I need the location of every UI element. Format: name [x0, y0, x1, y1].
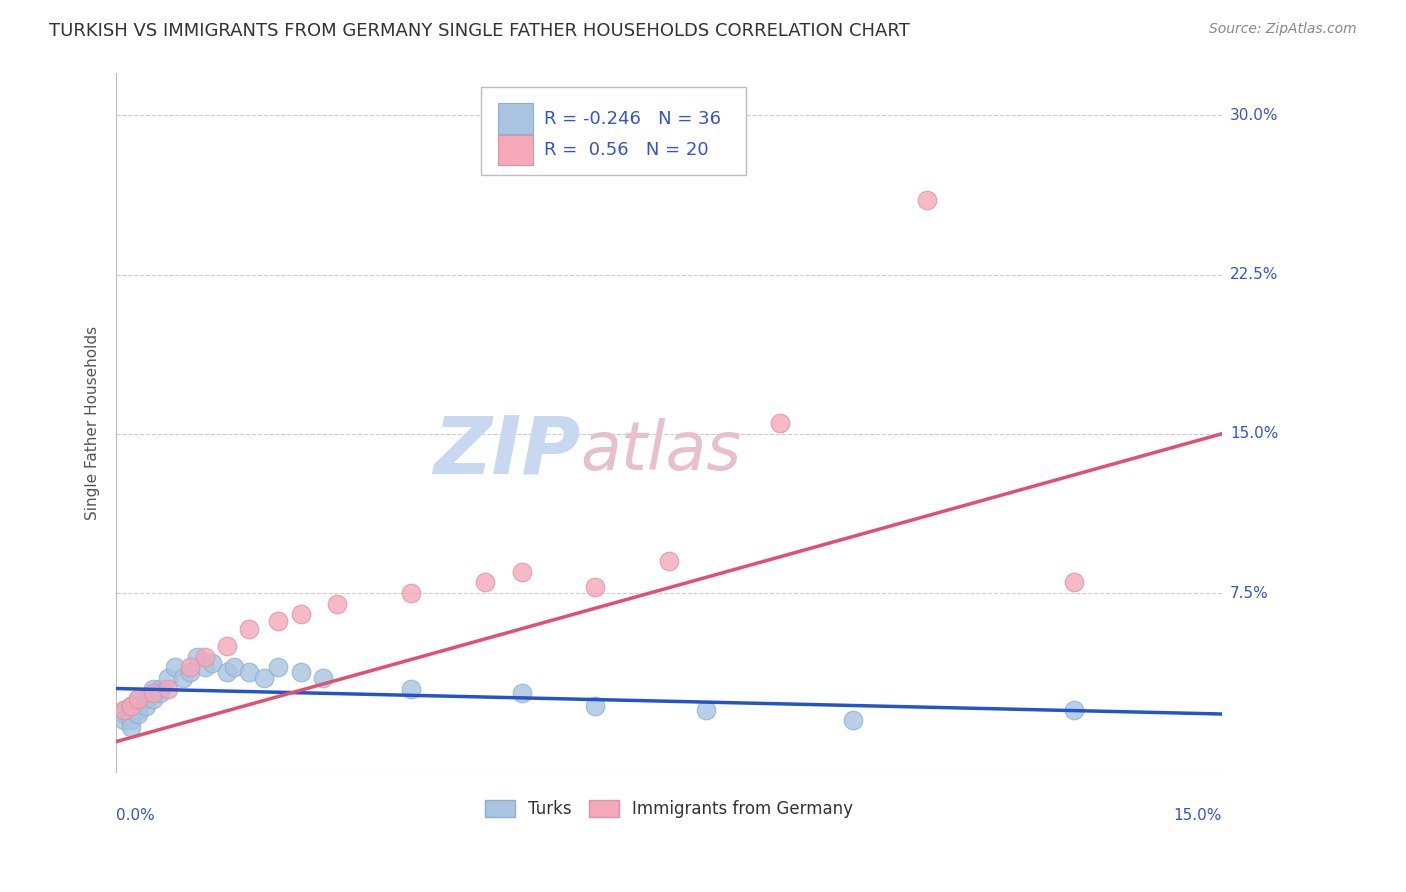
Point — [474, 575, 496, 590]
Point — [127, 706, 149, 721]
Text: R =  0.56   N = 20: R = 0.56 N = 20 — [544, 141, 709, 159]
Point — [112, 703, 135, 717]
Point — [142, 692, 165, 706]
Point — [112, 706, 135, 721]
Point — [142, 686, 165, 700]
Text: 30.0%: 30.0% — [1230, 108, 1278, 123]
Point — [194, 660, 217, 674]
Point — [238, 665, 260, 679]
Text: 15.0%: 15.0% — [1174, 808, 1222, 823]
Point — [120, 720, 142, 734]
Point — [120, 698, 142, 713]
Text: 0.0%: 0.0% — [117, 808, 155, 823]
FancyBboxPatch shape — [498, 135, 533, 165]
Point — [215, 665, 238, 679]
Point — [127, 692, 149, 706]
Point — [238, 622, 260, 636]
Point — [510, 565, 533, 579]
Point — [172, 671, 194, 685]
Point — [583, 580, 606, 594]
Point — [1063, 703, 1085, 717]
Point — [112, 703, 135, 717]
Point — [326, 597, 349, 611]
Point — [253, 671, 276, 685]
Point — [135, 692, 157, 706]
Point — [290, 607, 312, 622]
Point — [120, 706, 142, 721]
Point — [149, 681, 172, 696]
Point — [510, 686, 533, 700]
Point — [399, 586, 422, 600]
Point — [179, 660, 201, 674]
Y-axis label: Single Father Households: Single Father Households — [86, 326, 100, 520]
Point — [142, 681, 165, 696]
Text: 22.5%: 22.5% — [1230, 267, 1278, 282]
Point — [194, 649, 217, 664]
Point — [695, 703, 717, 717]
Point — [120, 698, 142, 713]
Point — [311, 671, 333, 685]
Point — [267, 614, 290, 628]
Point — [120, 714, 142, 728]
Text: TURKISH VS IMMIGRANTS FROM GERMANY SINGLE FATHER HOUSEHOLDS CORRELATION CHART: TURKISH VS IMMIGRANTS FROM GERMANY SINGL… — [49, 22, 910, 40]
Text: R = -0.246   N = 36: R = -0.246 N = 36 — [544, 110, 721, 128]
Point — [215, 639, 238, 653]
Point — [156, 671, 179, 685]
Point — [127, 692, 149, 706]
Point — [658, 554, 681, 568]
Point — [127, 703, 149, 717]
Point — [842, 714, 865, 728]
Text: atlas: atlas — [581, 418, 742, 484]
Point — [149, 686, 172, 700]
Point — [201, 656, 224, 670]
Point — [224, 660, 246, 674]
Point — [112, 714, 135, 728]
Point — [186, 649, 208, 664]
Point — [267, 660, 290, 674]
Text: 15.0%: 15.0% — [1230, 426, 1278, 442]
FancyBboxPatch shape — [481, 87, 747, 175]
Point — [1063, 575, 1085, 590]
Point — [768, 416, 790, 430]
Point — [179, 665, 201, 679]
Point — [290, 665, 312, 679]
Point — [583, 698, 606, 713]
Point — [399, 681, 422, 696]
Legend: Turks, Immigrants from Germany: Turks, Immigrants from Germany — [478, 793, 859, 824]
Point — [156, 681, 179, 696]
FancyBboxPatch shape — [498, 103, 533, 134]
Point — [915, 194, 938, 208]
Point — [165, 660, 187, 674]
Text: 7.5%: 7.5% — [1230, 585, 1268, 600]
Text: ZIP: ZIP — [433, 412, 581, 491]
Text: Source: ZipAtlas.com: Source: ZipAtlas.com — [1209, 22, 1357, 37]
Point — [135, 698, 157, 713]
